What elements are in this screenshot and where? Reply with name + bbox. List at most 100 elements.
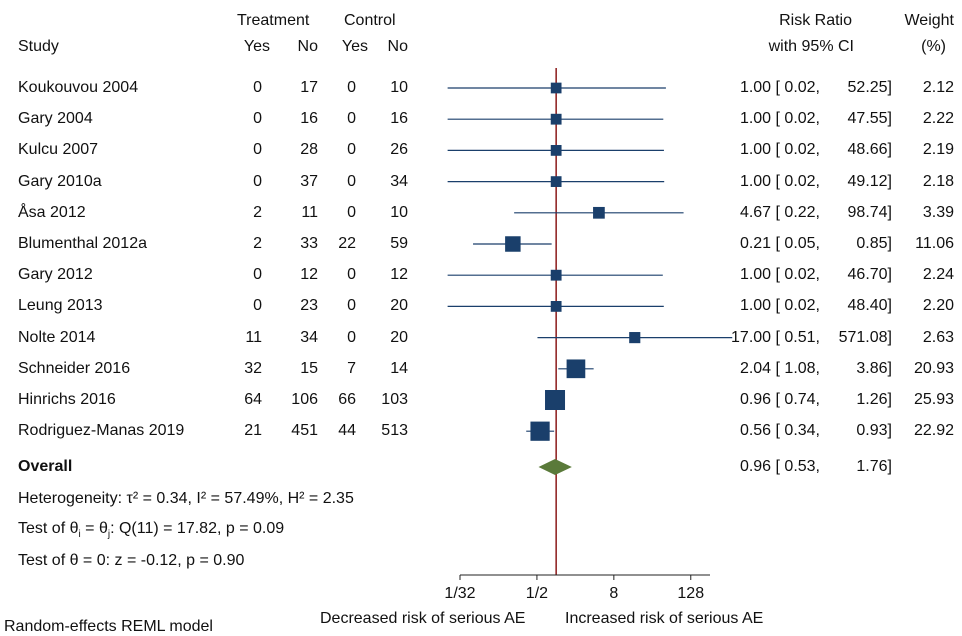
study-name: Blumenthal 2012a	[18, 235, 147, 252]
test-theta-prefix: Test of θ	[18, 520, 79, 537]
risk-ratio-ci: 1.00 [ 0.02,	[739, 141, 820, 159]
treatment-yes: 64	[244, 391, 262, 408]
control-yes: 66	[338, 391, 356, 408]
risk-ratio-ci: 2.04 [ 1.08,	[739, 359, 820, 377]
x-tick-label: 1/32	[444, 585, 475, 602]
control-no: 59	[390, 235, 408, 252]
treatment-no: 23	[300, 297, 318, 315]
treatment-no-header: No	[297, 38, 318, 55]
weight-value: 22.92	[913, 422, 954, 440]
control-yes: 0	[347, 110, 356, 128]
study-name: Nolte 2014	[18, 328, 96, 346]
risk-ratio-upper: 48.66]	[847, 141, 892, 159]
risk-ratio-ci: 17.00 [ 0.51,	[731, 328, 820, 346]
treatment-yes: 0	[253, 79, 262, 96]
treatment-yes: 0	[253, 172, 262, 190]
risk-ratio-ci: 1.00 [ 0.02,	[739, 266, 820, 284]
control-yes-header: Yes	[341, 38, 368, 55]
heterogeneity-stats: Heterogeneity: τ² = 0.34, I² = 57.49%, H…	[18, 490, 354, 507]
theta-sub-i: i	[78, 529, 81, 541]
risk-ratio-ci: 0.56 [ 0.34,	[739, 422, 820, 440]
treatment-no: 37	[300, 172, 318, 190]
test-theta-zero: Test of θ = 0: z = -0.12, p = 0.90	[18, 552, 245, 569]
test-theta-eq: = θ	[80, 520, 108, 537]
treatment-yes: 21	[244, 422, 262, 440]
risk-ratio-upper: 98.74]	[847, 203, 892, 221]
control-no: 20	[390, 328, 408, 346]
control-no: 14	[390, 359, 408, 377]
treatment-header: Treatment	[237, 12, 310, 29]
control-yes: 0	[347, 79, 356, 96]
effect-marker	[550, 82, 562, 94]
control-no: 103	[381, 391, 408, 408]
weight-value: 2.22	[922, 110, 954, 128]
risk-ratio-ci: 0.96 [ 0.74,	[739, 391, 820, 408]
study-name: Hinrichs 2016	[18, 391, 116, 408]
weight-value: 2.12	[922, 79, 954, 96]
study-name: Leung 2013	[18, 297, 103, 315]
risk-ratio-upper: 1.26]	[856, 391, 892, 408]
control-yes: 7	[347, 359, 356, 377]
study-name: Gary 2010a	[18, 172, 102, 190]
study-name: Gary 2004	[18, 110, 93, 128]
effect-marker	[629, 332, 641, 344]
control-yes: 22	[338, 235, 356, 252]
control-no: 20	[390, 297, 408, 315]
risk-ratio-upper: 46.70]	[847, 266, 892, 284]
effect-marker	[550, 269, 562, 281]
effect-marker	[505, 236, 521, 252]
treatment-no: 451	[291, 422, 318, 440]
effect-marker	[550, 176, 562, 187]
effect-marker	[550, 113, 562, 125]
control-no-header: No	[387, 38, 408, 55]
risk-ratio-upper: 52.25]	[847, 79, 892, 96]
risk-ratio-upper: 571.08]	[838, 328, 892, 346]
risk-ratio-upper: 47.55]	[847, 110, 892, 128]
risk-ratio-ci: 1.00 [ 0.02,	[739, 297, 820, 315]
risk-ratio-ci: 1.00 [ 0.02,	[739, 172, 820, 190]
overall-ci: 0.96 [ 0.53,	[739, 458, 820, 475]
treatment-yes-header: Yes	[243, 38, 270, 55]
weight-value: 2.19	[922, 141, 954, 159]
treatment-yes: 2	[253, 235, 262, 252]
model-note: Random-effects REML model	[4, 618, 213, 635]
control-no: 34	[390, 172, 408, 190]
treatment-no: 12	[300, 266, 318, 284]
weight-value: 2.63	[922, 328, 954, 346]
treatment-no: 15	[300, 359, 318, 377]
test-theta-equal: Test of θi = θj: Q(11) = 17.82, p = 0.09	[18, 520, 284, 544]
risk-ratio-upper: 0.85]	[856, 235, 892, 252]
treatment-yes: 32	[244, 359, 262, 377]
control-yes: 44	[338, 422, 356, 440]
risk-ratio-upper: 0.93]	[856, 422, 892, 440]
theta-sub-j: j	[107, 529, 111, 541]
control-yes: 0	[347, 172, 356, 190]
treatment-yes: 0	[253, 110, 262, 128]
risk-ratio-ci: 0.21 [ 0.05,	[739, 235, 820, 252]
treatment-yes: 0	[253, 297, 262, 315]
effect-marker	[550, 145, 562, 156]
overall-diamond	[538, 459, 572, 475]
control-no: 10	[390, 79, 408, 96]
weight-value: 3.39	[922, 203, 954, 221]
x-tick-label: 128	[677, 585, 704, 602]
x-tick-label: 8	[609, 585, 618, 602]
risk-ratio-ci: 1.00 [ 0.02,	[739, 79, 820, 96]
treatment-yes: 0	[253, 141, 262, 159]
risk-ratio-upper: 3.86]	[856, 359, 892, 377]
study-name: Gary 2012	[18, 266, 93, 284]
risk-ratio-ci: 1.00 [ 0.02,	[739, 110, 820, 128]
control-no: 12	[390, 266, 408, 284]
control-yes: 0	[347, 266, 356, 284]
treatment-yes: 0	[253, 266, 262, 284]
effect-marker	[545, 390, 566, 410]
xaxis-left-label: Decreased risk of serious AE	[320, 610, 526, 627]
effect-marker	[593, 206, 605, 219]
risk-ratio-ci: 4.67 [ 0.22,	[739, 203, 820, 221]
study-header: Study	[18, 38, 59, 55]
control-header: Control	[344, 12, 396, 29]
overall-ci-upper: 1.76]	[856, 458, 892, 475]
weight-value: 11.06	[915, 235, 954, 252]
treatment-yes: 11	[245, 328, 262, 346]
study-name: Schneider 2016	[18, 359, 131, 377]
